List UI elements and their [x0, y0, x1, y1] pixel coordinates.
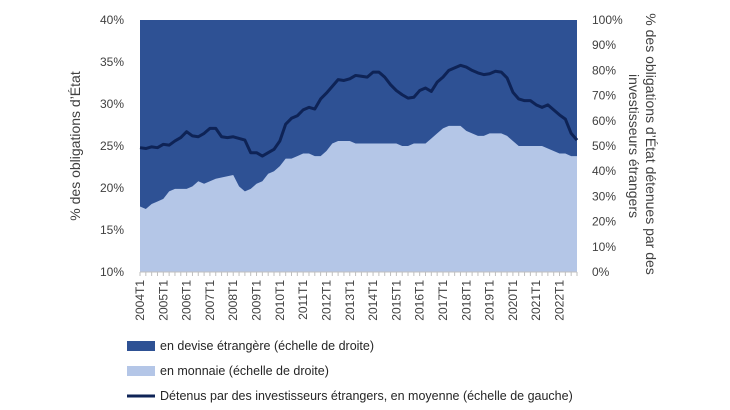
- line-investisseurs: [139, 63, 579, 158]
- right-tick-label: 100%: [592, 13, 623, 27]
- right-tick-label: 10%: [592, 240, 616, 254]
- legend-swatch-monnaie: [127, 366, 155, 376]
- right-tick-label: 90%: [592, 38, 616, 52]
- right-axis: 0% 10% 20% 30% 40% 50% 60% 70% 80% 90% 100%: [592, 13, 623, 279]
- right-axis-title: % des obligations d’État détenues par de…: [626, 13, 659, 278]
- x-tick-label: 2020T1: [506, 280, 520, 321]
- left-tick-label: 30%: [100, 97, 124, 111]
- x-tick-label: 2017T1: [436, 280, 450, 321]
- x-tick-label: 2005T1: [156, 280, 170, 321]
- left-tick-label: 35%: [100, 55, 124, 69]
- legend: en devise étrangère (échelle de droite) …: [127, 339, 573, 403]
- left-tick-label: 10%: [100, 265, 124, 279]
- right-tick-label: 70%: [592, 89, 616, 103]
- left-tick-label: 25%: [100, 139, 124, 153]
- x-tick-label: 2011T1: [296, 280, 310, 320]
- legend-label-line: Détenus par des investisseurs étrangers,…: [160, 389, 573, 403]
- area-monnaie: [140, 125, 577, 272]
- x-tick-label: 2014T1: [366, 280, 380, 321]
- legend-label-monnaie: en monnaie (échelle de droite): [160, 364, 329, 378]
- x-tick-label: 2008T1: [226, 280, 240, 321]
- x-tick-label: 2012T1: [319, 280, 333, 321]
- left-axis: 10% 15% 20% 25% 30% 35% 40%: [100, 13, 124, 279]
- x-axis: 2004T1 2005T1 2006T1 2007T1 2008T1 2009T1 2010…: [133, 271, 578, 321]
- left-tick-label: 40%: [100, 13, 124, 27]
- left-tick-label: 20%: [100, 181, 124, 195]
- x-tick-label: 2013T1: [343, 280, 357, 321]
- x-tick-label: 2016T1: [413, 280, 427, 321]
- right-tick-label: 40%: [592, 164, 616, 178]
- x-tick-label: 2004T1: [133, 280, 147, 321]
- x-tick-label: 2021T1: [529, 280, 543, 321]
- x-tick-label: 2006T1: [180, 280, 194, 321]
- right-tick-label: 30%: [592, 189, 616, 203]
- left-axis-title: % des obligations d’État: [67, 71, 83, 221]
- right-tick-label: 0%: [592, 265, 610, 279]
- x-tick-label: 2007T1: [203, 280, 217, 321]
- right-tick-label: 20%: [592, 215, 616, 229]
- right-tick-label: 80%: [592, 63, 616, 77]
- x-tick-label: 2018T1: [459, 280, 473, 321]
- x-tick-label: 2022T1: [553, 280, 567, 321]
- legend-swatch-devise: [127, 341, 155, 351]
- right-tick-label: 60%: [592, 114, 616, 128]
- x-tick-label: 2010T1: [273, 280, 287, 321]
- right-axis-title-line-1: % des obligations d’État détenues par de…: [643, 13, 659, 275]
- x-tick-label: 2015T1: [389, 280, 403, 321]
- plot-area: [139, 20, 579, 272]
- right-axis-title-line-2: investisseurs étrangers: [626, 74, 642, 218]
- left-tick-label: 15%: [100, 223, 124, 237]
- right-tick-label: 50%: [592, 139, 616, 153]
- x-tick-label: 2019T1: [483, 280, 497, 321]
- x-tick-label: 2009T1: [250, 280, 264, 321]
- legend-label-devise: en devise étrangère (échelle de droite): [160, 339, 374, 353]
